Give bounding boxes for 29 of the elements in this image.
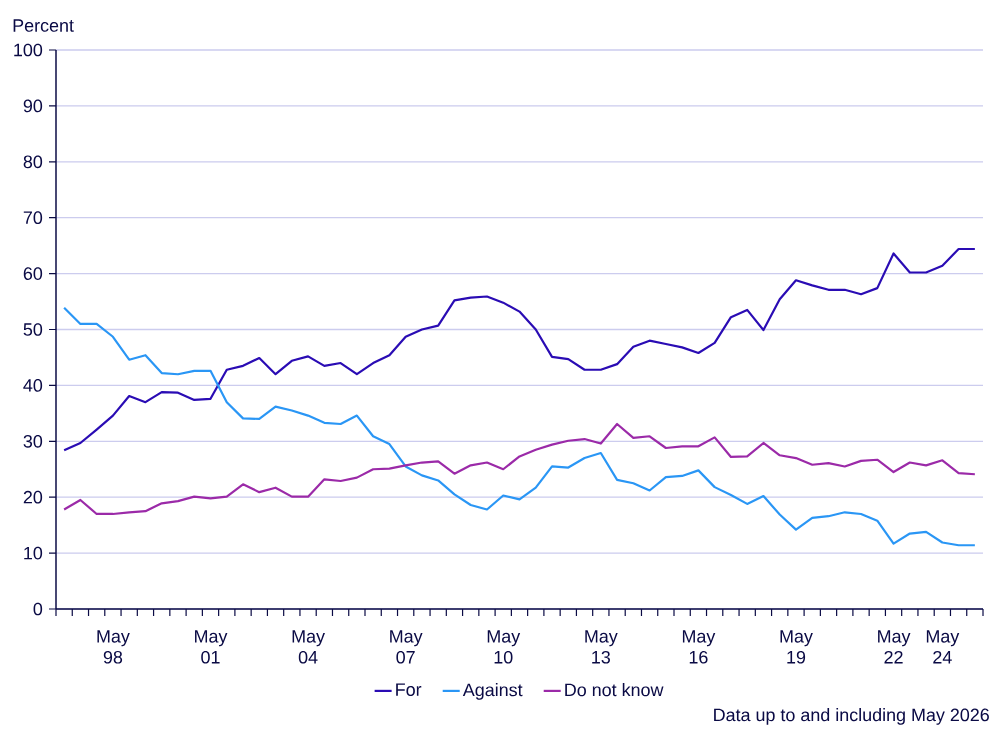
y-tick-label: 60 [23,267,43,280]
line-series [63,422,976,516]
line-series [63,247,976,452]
x-tick-label: May 16 [682,630,716,664]
x-tick-label: May 01 [195,630,228,664]
x-tick-label: May 13 [585,630,618,664]
y-tick-label: 80 [23,155,43,169]
x-tick-label: May 07 [390,630,423,664]
y-tick-label: 50 [23,323,43,336]
legend-label: Against [462,683,523,700]
y-tick-label: 90 [23,99,43,113]
y-tick-label: 20 [23,490,43,504]
x-tick-label: May 22 [878,630,911,664]
x-tick-label: May 04 [292,630,325,664]
y-axis-title: Percent [13,19,74,32]
line-series [63,306,976,547]
y-tick-label: 100 [14,43,43,57]
x-tick-label: May 98 [97,630,130,664]
x-tick-label: May 24 [926,630,960,664]
y-tick-label: 0 [33,602,43,616]
x-tick-label: May 10 [487,630,521,664]
y-tick-label: 70 [23,211,43,225]
text: Data up to and including May 2026 [714,708,989,725]
y-tick-label: 10 [24,546,43,560]
legend-label: For [396,683,422,696]
y-tick-label: 40 [23,379,43,392]
x-tick-label: May 19 [780,630,813,664]
y-tick-label: 30 [23,434,43,448]
legend-label: Do not know [565,683,664,697]
